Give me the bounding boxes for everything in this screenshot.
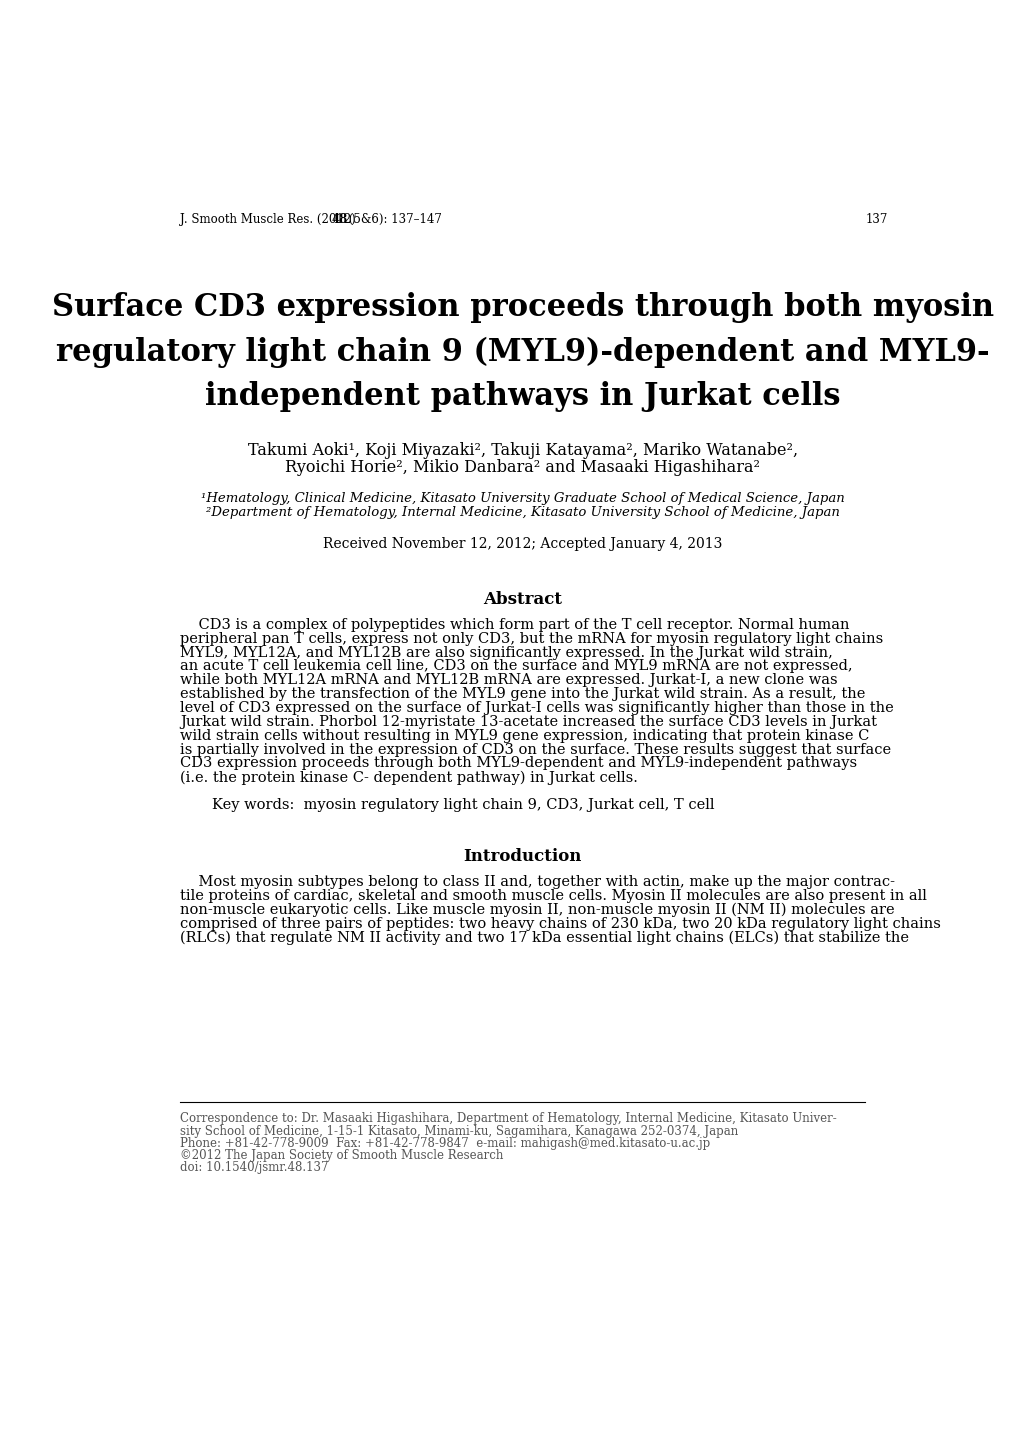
Text: ¹Hematology, Clinical Medicine, Kitasato University Graduate School of Medical S: ¹Hematology, Clinical Medicine, Kitasato…: [201, 492, 844, 505]
Text: non-muscle eukaryotic cells. Like muscle myosin II, non-muscle myosin II (NM II): non-muscle eukaryotic cells. Like muscle…: [180, 903, 895, 917]
Text: established by the transfection of the MYL9 gene into the Jurkat wild strain. As: established by the transfection of the M…: [180, 687, 865, 701]
Text: Ryoichi Horie², Mikio Danbara² and Masaaki Higashihara²: Ryoichi Horie², Mikio Danbara² and Masaa…: [285, 459, 759, 477]
Text: Surface CD3 expression proceeds through both myosin: Surface CD3 expression proceeds through …: [52, 292, 993, 323]
Text: 48: 48: [331, 213, 347, 226]
Text: Received November 12, 2012; Accepted January 4, 2013: Received November 12, 2012; Accepted Jan…: [323, 537, 721, 552]
Text: while both MYL12A mRNA and MYL12B mRNA are expressed. Jurkat-I, a new clone was: while both MYL12A mRNA and MYL12B mRNA a…: [180, 674, 838, 687]
Text: Most myosin subtypes belong to class II and, together with actin, make up the ma: Most myosin subtypes belong to class II …: [180, 876, 895, 888]
Text: Takumi Aoki¹, Koji Miyazaki², Takuji Katayama², Mariko Watanabe²,: Takumi Aoki¹, Koji Miyazaki², Takuji Kat…: [248, 442, 797, 459]
Text: Phone: +81-42-778-9009  Fax: +81-42-778-9847  e-mail: mahigash@med.kitasato-u.ac: Phone: +81-42-778-9009 Fax: +81-42-778-9…: [180, 1136, 710, 1149]
Text: an acute T cell leukemia cell line, CD3 on the surface and MYL9 mRNA are not exp: an acute T cell leukemia cell line, CD3 …: [180, 660, 852, 674]
Text: (5&6): 137–147: (5&6): 137–147: [345, 213, 441, 226]
Text: peripheral pan T cells, express not only CD3, but the mRNA for myosin regulatory: peripheral pan T cells, express not only…: [180, 632, 882, 645]
Text: wild strain cells without resulting in MYL9 gene expression, indicating that pro: wild strain cells without resulting in M…: [180, 729, 869, 743]
Text: doi: 10.1540/jsmr.48.137: doi: 10.1540/jsmr.48.137: [180, 1162, 329, 1175]
Text: Key words:  myosin regulatory light chain 9, CD3, Jurkat cell, T cell: Key words: myosin regulatory light chain…: [212, 798, 714, 812]
Text: 137: 137: [864, 213, 887, 226]
Text: tile proteins of cardiac, skeletal and smooth muscle cells. Myosin II molecules : tile proteins of cardiac, skeletal and s…: [180, 888, 926, 903]
Text: sity School of Medicine, 1-15-1 Kitasato, Minami-ku, Sagamihara, Kanagawa 252-03: sity School of Medicine, 1-15-1 Kitasato…: [180, 1125, 738, 1138]
Text: CD3 is a complex of polypeptides which form part of the T cell receptor. Normal : CD3 is a complex of polypeptides which f…: [180, 618, 849, 632]
Text: (i.e. the protein kinase C- dependent pathway) in Jurkat cells.: (i.e. the protein kinase C- dependent pa…: [180, 770, 638, 785]
Text: ©2012 The Japan Society of Smooth Muscle Research: ©2012 The Japan Society of Smooth Muscle…: [180, 1149, 503, 1162]
Text: independent pathways in Jurkat cells: independent pathways in Jurkat cells: [205, 382, 840, 412]
Text: is partially involved in the expression of CD3 on the surface. These results sug: is partially involved in the expression …: [180, 743, 891, 756]
Text: Correspondence to: Dr. Masaaki Higashihara, Department of Hematology, Internal M: Correspondence to: Dr. Masaaki Higashiha…: [180, 1112, 837, 1125]
Text: ²Department of Hematology, Internal Medicine, Kitasato University School of Medi: ²Department of Hematology, Internal Medi…: [206, 507, 839, 520]
Text: (RLCs) that regulate NM II activity and two 17 kDa essential light chains (ELCs): (RLCs) that regulate NM II activity and …: [180, 930, 909, 945]
Text: J. Smooth Muscle Res. (2012): J. Smooth Muscle Res. (2012): [180, 213, 360, 226]
Text: regulatory light chain 9 (MYL9)-dependent and MYL9-: regulatory light chain 9 (MYL9)-dependen…: [56, 337, 988, 369]
Text: Abstract: Abstract: [483, 590, 561, 608]
Text: CD3 expression proceeds through both MYL9-dependent and MYL9-independent pathway: CD3 expression proceeds through both MYL…: [180, 756, 857, 770]
Text: Jurkat wild strain. Phorbol 12-myristate 13-acetate increased the surface CD3 le: Jurkat wild strain. Phorbol 12-myristate…: [180, 714, 876, 729]
Text: level of CD3 expressed on the surface of Jurkat-I cells was significantly higher: level of CD3 expressed on the surface of…: [180, 701, 894, 716]
Text: comprised of three pairs of peptides: two heavy chains of 230 kDa, two 20 kDa re: comprised of three pairs of peptides: tw…: [180, 917, 941, 930]
Text: MYL9, MYL12A, and MYL12B are also significantly expressed. In the Jurkat wild st: MYL9, MYL12A, and MYL12B are also signif…: [180, 645, 833, 660]
Text: Introduction: Introduction: [463, 848, 582, 865]
